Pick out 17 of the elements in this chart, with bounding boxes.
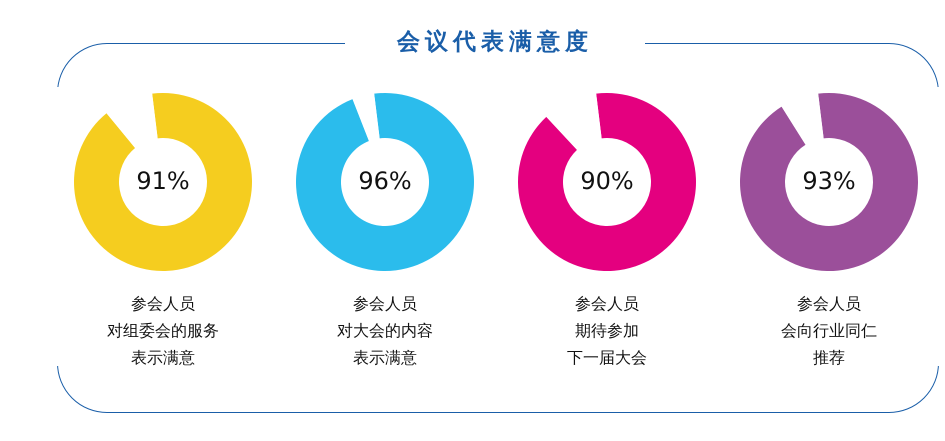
text: 对组委会的服务 bbox=[107, 321, 219, 340]
text: 参会人员 bbox=[131, 294, 195, 313]
text: 参会人员 bbox=[797, 294, 861, 313]
text: 会议代表满意度 bbox=[345, 26, 645, 57]
data-label: 91% bbox=[136, 167, 190, 195]
text: 参会人员 bbox=[575, 294, 639, 313]
data-label: 93% bbox=[802, 167, 856, 195]
text: 下一届大会 bbox=[567, 348, 647, 367]
text: 期待参加 bbox=[575, 321, 639, 340]
data-label: 90% bbox=[580, 167, 634, 195]
text: 表示满意 bbox=[353, 348, 417, 367]
data-label: 96% bbox=[358, 167, 412, 195]
text: 推荐 bbox=[813, 348, 845, 367]
text: 对大会的内容 bbox=[337, 321, 433, 340]
text: 参会人员 bbox=[353, 294, 417, 313]
text: 会向行业同仁 bbox=[781, 321, 877, 340]
text: 表示满意 bbox=[131, 348, 195, 367]
